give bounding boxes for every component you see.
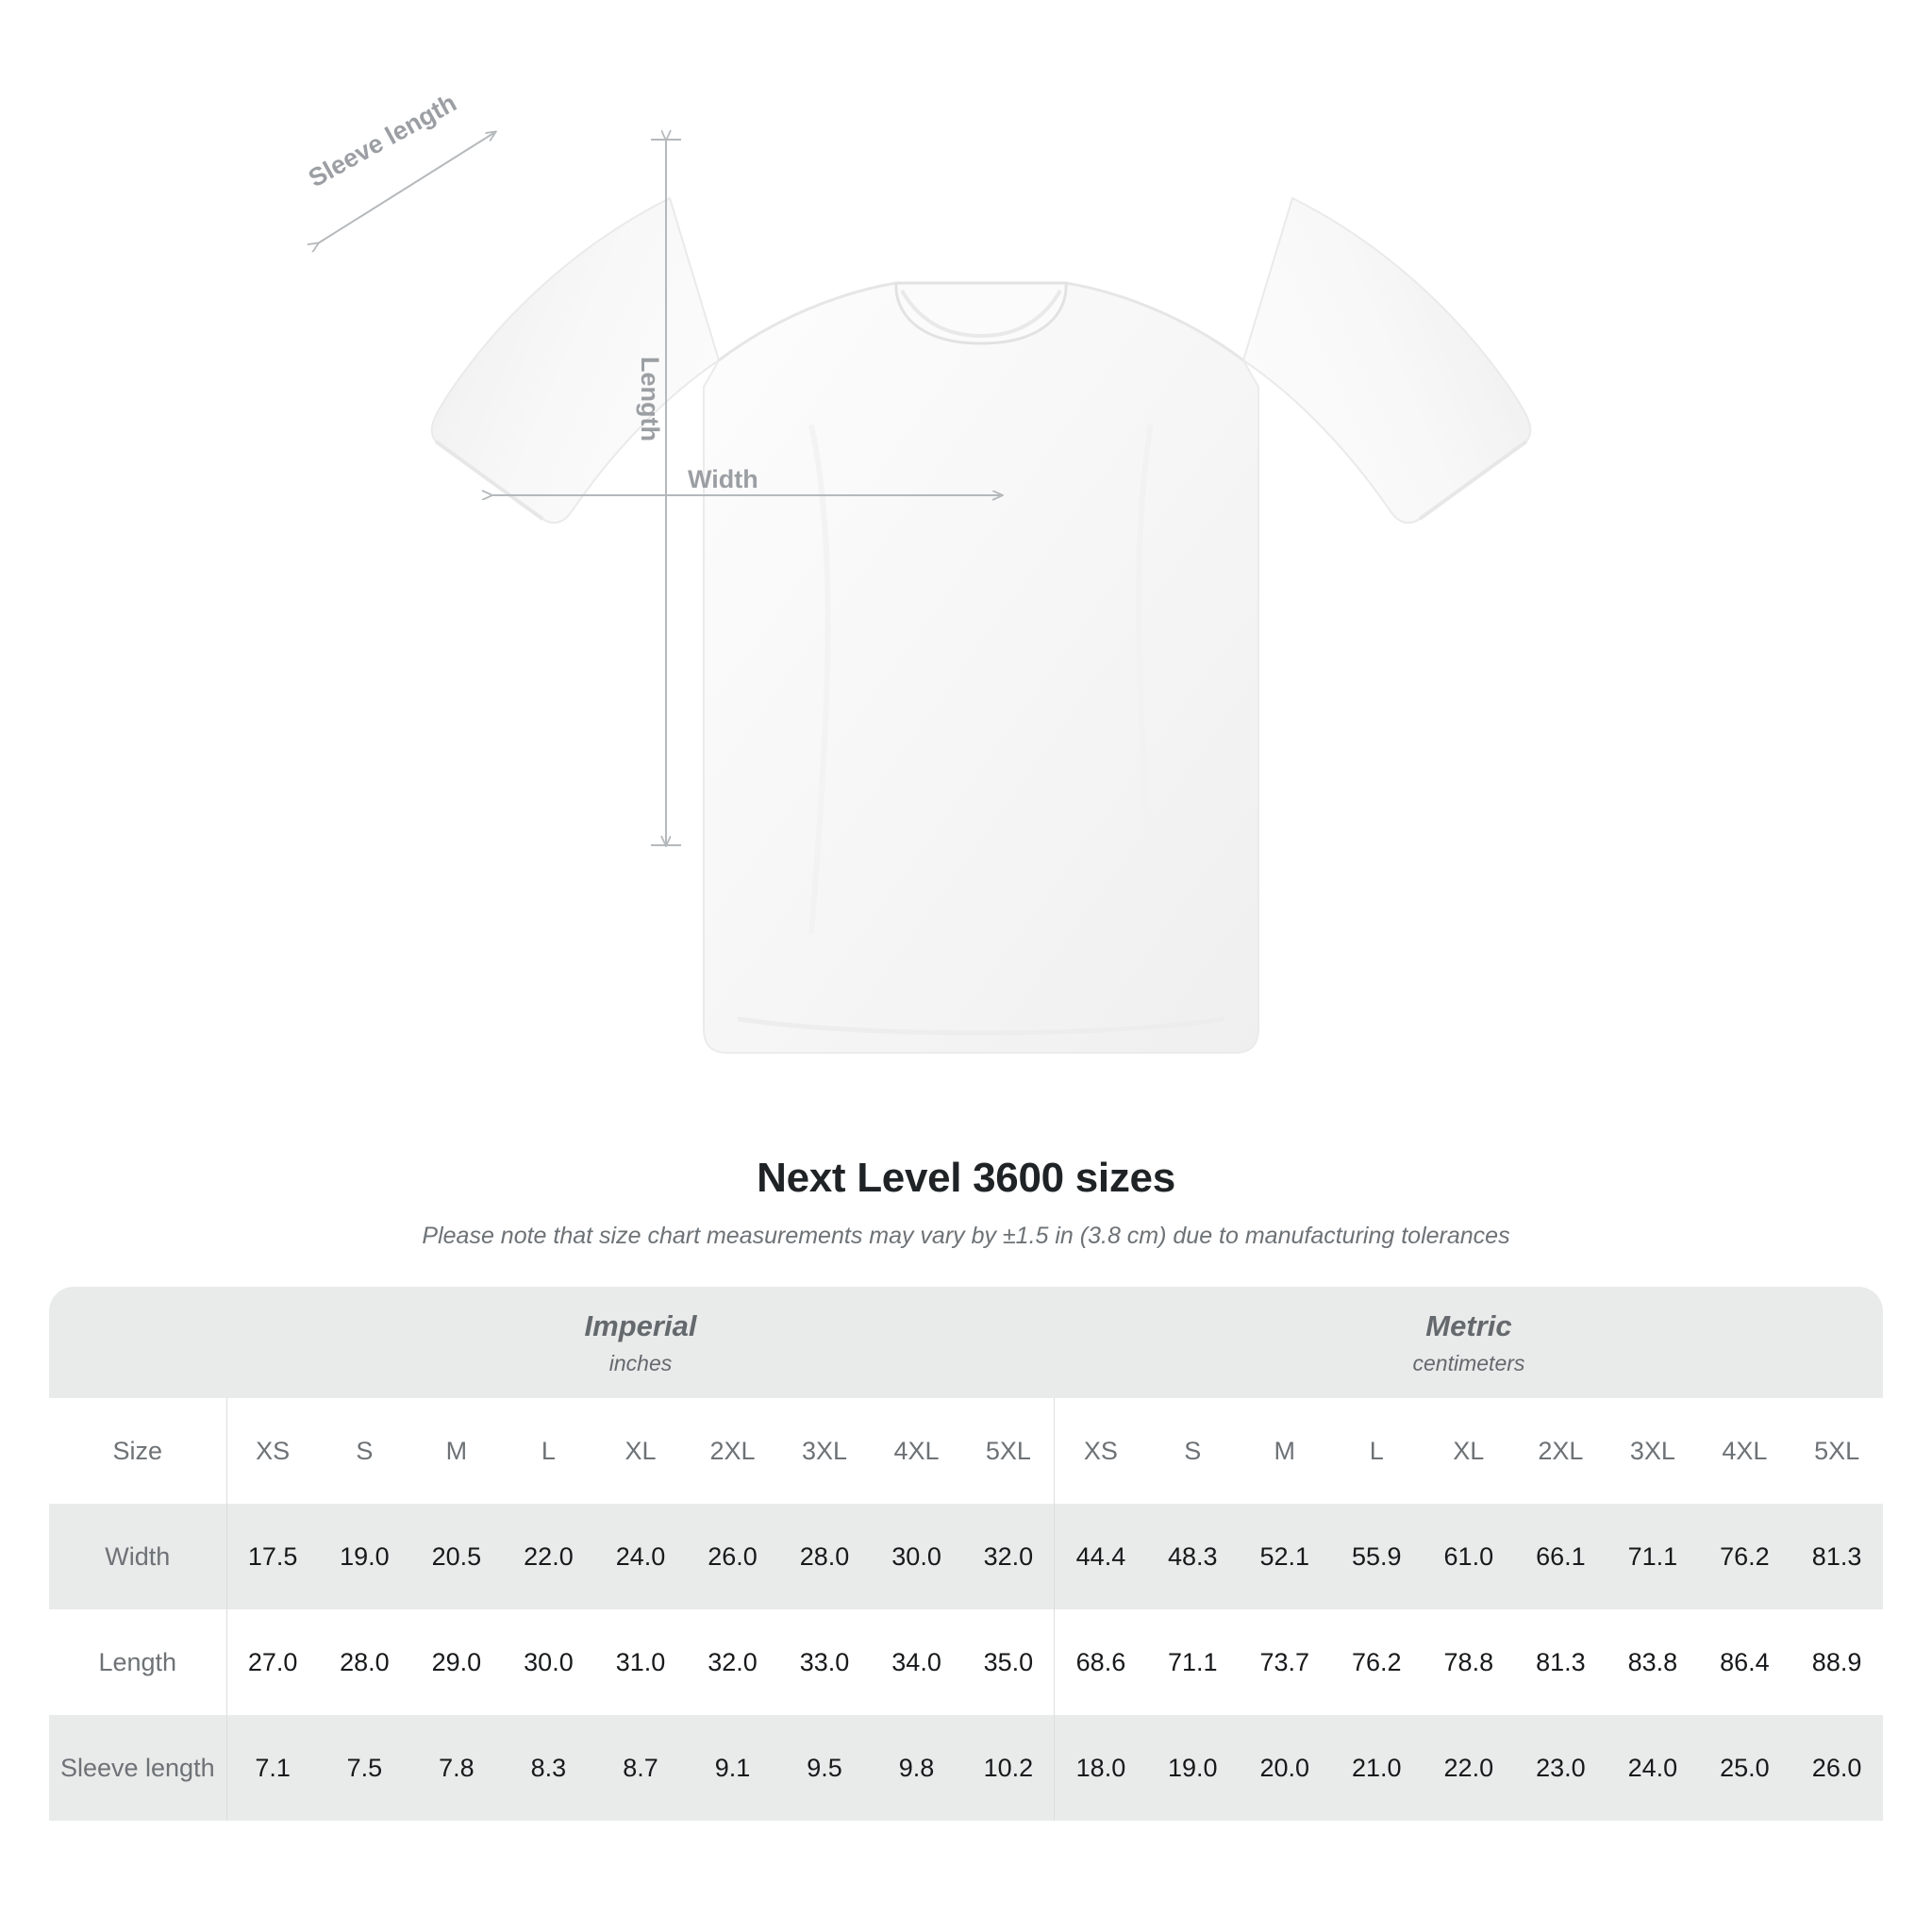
cell-width-xs-metric: 44.4 <box>1054 1504 1147 1609</box>
garment-diagram: Sleeve length Length Width <box>304 89 1594 1113</box>
size-header-label: Size <box>49 1398 227 1504</box>
length-label: Length <box>636 357 664 441</box>
table-row: Sleeve length 7.1 7.5 7.8 8.3 8.7 9.1 9.5 9.8 10.… <box>49 1715 1883 1821</box>
column-header-xs-metric: XS <box>1054 1398 1147 1504</box>
cell-length-xl-imperial: 31.0 <box>594 1609 687 1715</box>
cell-length-m-imperial: 29.0 <box>410 1609 503 1715</box>
column-header-3xl-metric: 3XL <box>1607 1398 1699 1504</box>
cell-sleeve-length-4xl-imperial: 9.8 <box>870 1715 963 1821</box>
cell-width-5xl-imperial: 32.0 <box>962 1504 1055 1609</box>
cell-sleeve-length-2xl-imperial: 9.1 <box>686 1715 779 1821</box>
cell-width-m-metric: 52.1 <box>1238 1504 1331 1609</box>
column-header-4xl-metric: 4XL <box>1698 1398 1791 1504</box>
cell-width-xl-metric: 61.0 <box>1423 1504 1515 1609</box>
column-header-m-metric: M <box>1238 1398 1331 1504</box>
column-header-3xl-imperial: 3XL <box>778 1398 871 1504</box>
cell-sleeve-length-xl-metric: 22.0 <box>1423 1715 1515 1821</box>
row-label-sleeve-length: Sleeve length <box>49 1715 227 1821</box>
cell-width-l-metric: 55.9 <box>1330 1504 1424 1609</box>
unit-header-metric: Metric centimeters <box>1054 1287 1883 1398</box>
column-header-s-metric: S <box>1146 1398 1239 1504</box>
cell-sleeve-length-l-metric: 21.0 <box>1330 1715 1424 1821</box>
chart-caption: Next Level 3600 sizes Please note that s… <box>0 1155 1932 1250</box>
cell-length-5xl-imperial: 35.0 <box>962 1609 1055 1715</box>
column-header-xs-imperial: XS <box>225 1398 319 1504</box>
cell-sleeve-length-m-metric: 20.0 <box>1238 1715 1331 1821</box>
column-header-m-imperial: M <box>410 1398 503 1504</box>
cell-length-xs-metric: 68.6 <box>1054 1609 1147 1715</box>
cell-sleeve-length-2xl-metric: 23.0 <box>1514 1715 1607 1821</box>
unit-header-spacer <box>49 1287 227 1398</box>
column-header-l-imperial: L <box>502 1398 595 1504</box>
cell-length-xs-imperial: 27.0 <box>225 1609 319 1715</box>
table-row: Length 27.0 28.0 29.0 30.0 31.0 32.0 33.0 34.0 35… <box>49 1609 1883 1715</box>
cell-sleeve-length-xs-imperial: 7.1 <box>225 1715 319 1821</box>
cell-length-4xl-imperial: 34.0 <box>870 1609 963 1715</box>
cell-sleeve-length-l-imperial: 8.3 <box>502 1715 595 1821</box>
column-header-xl-imperial: XL <box>594 1398 687 1504</box>
cell-length-3xl-metric: 83.8 <box>1607 1609 1699 1715</box>
table-unit-header-row: Imperial inches Metric centimeters <box>49 1287 1883 1398</box>
column-header-s-imperial: S <box>318 1398 411 1504</box>
row-label-width: Width <box>49 1504 227 1609</box>
table-row: Width 17.5 19.0 20.5 22.0 24.0 26.0 28.0 30.0 32.… <box>49 1504 1883 1609</box>
column-header-2xl-metric: 2XL <box>1514 1398 1607 1504</box>
cell-width-3xl-imperial: 28.0 <box>778 1504 871 1609</box>
column-header-xl-metric: XL <box>1423 1398 1515 1504</box>
column-header-5xl-metric: 5XL <box>1790 1398 1883 1504</box>
column-header-2xl-imperial: 2XL <box>686 1398 779 1504</box>
table-size-header-row: Size XS S M L XL 2XL 3XL 4XL 5XL XS S M L XL 2XL 3XL 4XL 5… <box>49 1398 1883 1504</box>
unit-subtitle: inches <box>608 1350 673 1375</box>
cell-sleeve-length-xs-metric: 18.0 <box>1054 1715 1147 1821</box>
column-header-4xl-imperial: 4XL <box>870 1398 963 1504</box>
cell-width-5xl-metric: 81.3 <box>1790 1504 1883 1609</box>
cell-width-m-imperial: 20.5 <box>410 1504 503 1609</box>
cell-width-2xl-metric: 66.1 <box>1514 1504 1607 1609</box>
cell-length-m-metric: 73.7 <box>1238 1609 1331 1715</box>
cell-length-2xl-imperial: 32.0 <box>686 1609 779 1715</box>
cell-sleeve-length-m-imperial: 7.8 <box>410 1715 503 1821</box>
unit-name: Metric <box>1425 1309 1512 1343</box>
cell-width-4xl-metric: 76.2 <box>1698 1504 1791 1609</box>
page-title: Next Level 3600 sizes <box>757 1155 1175 1201</box>
size-table: Imperial inches Metric centimeters Size XS S M L… <box>49 1287 1883 1821</box>
cell-sleeve-length-5xl-metric: 26.0 <box>1790 1715 1883 1821</box>
cell-width-l-imperial: 22.0 <box>502 1504 595 1609</box>
cell-length-l-metric: 76.2 <box>1330 1609 1424 1715</box>
cell-width-4xl-imperial: 30.0 <box>870 1504 963 1609</box>
cell-sleeve-length-3xl-metric: 24.0 <box>1607 1715 1699 1821</box>
unit-header-imperial: Imperial inches <box>226 1287 1055 1398</box>
cell-sleeve-length-5xl-imperial: 10.2 <box>962 1715 1055 1821</box>
cell-length-4xl-metric: 86.4 <box>1698 1609 1791 1715</box>
cell-length-xl-metric: 78.8 <box>1423 1609 1515 1715</box>
cell-length-3xl-imperial: 33.0 <box>778 1609 871 1715</box>
cell-sleeve-length-4xl-metric: 25.0 <box>1698 1715 1791 1821</box>
unit-subtitle: centimeters <box>1412 1350 1525 1375</box>
cell-length-s-imperial: 28.0 <box>318 1609 411 1715</box>
cell-width-xs-imperial: 17.5 <box>225 1504 319 1609</box>
size-table-container: Imperial inches Metric centimeters Size XS S M L… <box>49 1287 1883 1821</box>
tshirt-illustration <box>368 142 1594 1113</box>
row-label-length: Length <box>49 1609 227 1715</box>
cell-sleeve-length-xl-imperial: 8.7 <box>594 1715 687 1821</box>
width-label: Width <box>688 465 758 493</box>
cell-width-3xl-metric: 71.1 <box>1607 1504 1699 1609</box>
cell-length-5xl-metric: 88.9 <box>1790 1609 1883 1715</box>
unit-name: Imperial <box>584 1309 697 1343</box>
cell-width-2xl-imperial: 26.0 <box>686 1504 779 1609</box>
cell-width-s-metric: 48.3 <box>1146 1504 1239 1609</box>
cell-width-s-imperial: 19.0 <box>318 1504 411 1609</box>
cell-sleeve-length-s-imperial: 7.5 <box>318 1715 411 1821</box>
column-header-5xl-imperial: 5XL <box>962 1398 1055 1504</box>
cell-sleeve-length-3xl-imperial: 9.5 <box>778 1715 871 1821</box>
cell-length-s-metric: 71.1 <box>1146 1609 1239 1715</box>
cell-length-2xl-metric: 81.3 <box>1514 1609 1607 1715</box>
cell-length-l-imperial: 30.0 <box>502 1609 595 1715</box>
cell-sleeve-length-s-metric: 19.0 <box>1146 1715 1239 1821</box>
cell-width-xl-imperial: 24.0 <box>594 1504 687 1609</box>
tolerance-note: Please note that size chart measurements… <box>422 1223 1510 1249</box>
column-header-l-metric: L <box>1330 1398 1424 1504</box>
